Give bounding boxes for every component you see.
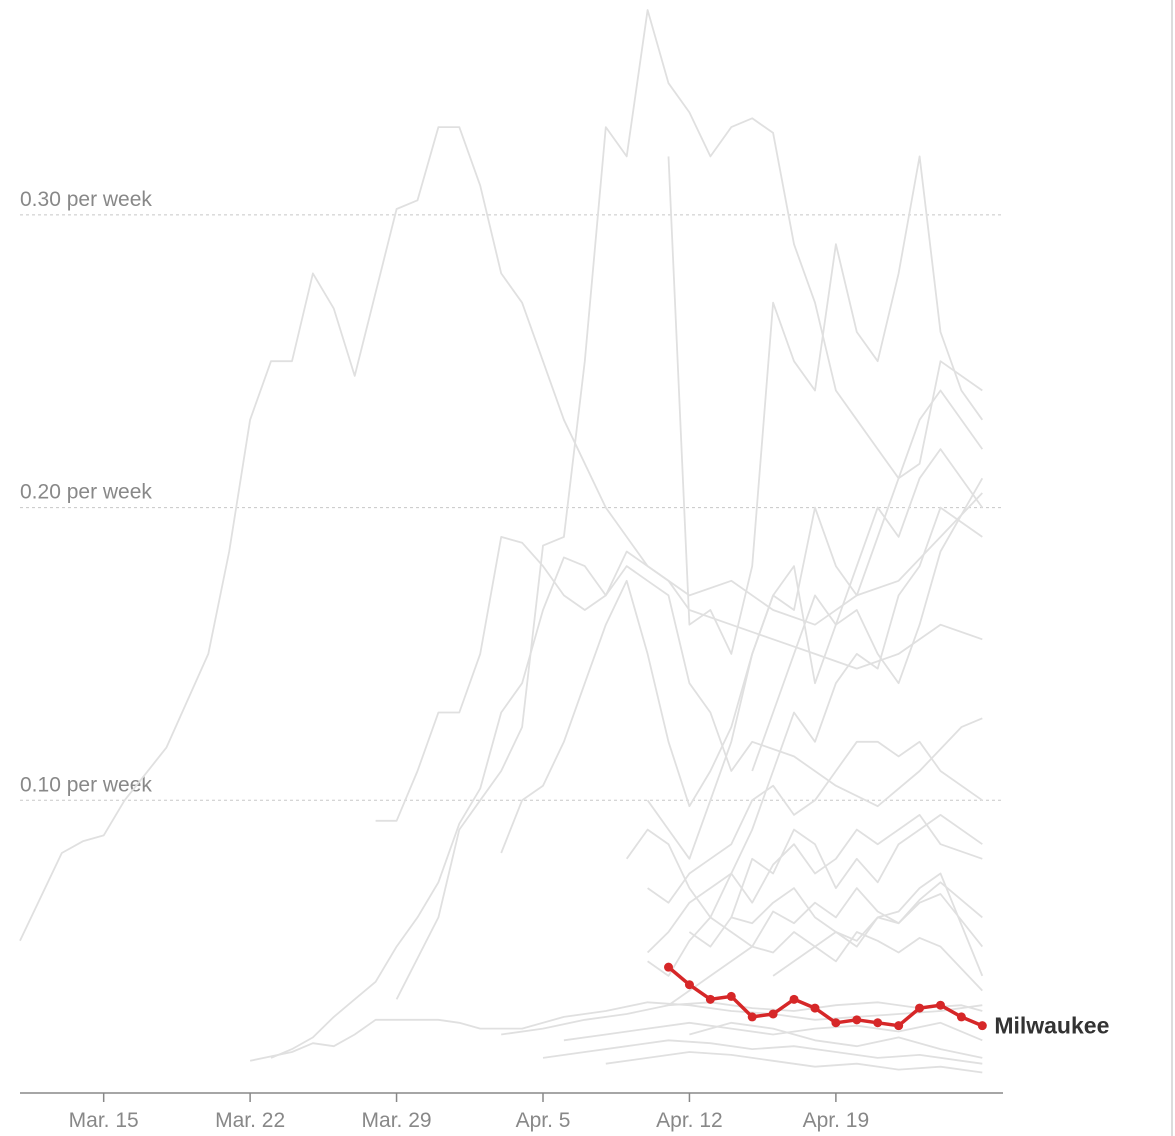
- y-tick-labels: 0.10 per week 0.20 per week 0.30 per week: [20, 188, 152, 796]
- milwaukee-point: [977, 1021, 987, 1031]
- milwaukee-point: [831, 1018, 841, 1028]
- x-tick-label: Mar. 15: [69, 1109, 139, 1132]
- milwaukee-point: [705, 994, 715, 1004]
- background-series-lines: [19, 9, 984, 1074]
- series-line-18: [730, 814, 983, 918]
- series-line-20: [751, 477, 984, 772]
- x-tick-label: Mar. 22: [215, 1109, 285, 1132]
- series-line-3: [270, 550, 983, 1059]
- y-tick-label: 0.10 per week: [20, 773, 152, 796]
- series-line-21: [772, 893, 984, 977]
- series-line-19: [667, 931, 983, 1006]
- series-line-0: [19, 126, 983, 942]
- series-line-16: [605, 1051, 983, 1074]
- milwaukee-point: [789, 994, 799, 1004]
- series-line-2: [249, 1001, 983, 1062]
- milwaukee-point: [664, 962, 674, 972]
- series-line-1: [395, 9, 983, 1000]
- milwaukee-series: Milwaukee: [664, 962, 1109, 1039]
- gridlines: [20, 214, 1003, 801]
- milwaukee-point: [852, 1015, 862, 1025]
- milwaukee-label: Milwaukee: [994, 1013, 1109, 1039]
- series-line-7: [625, 506, 983, 919]
- x-tick-label: Apr. 12: [656, 1109, 723, 1132]
- series-line-11: [647, 881, 983, 977]
- milwaukee-point: [915, 1003, 925, 1013]
- x-tick-label: Mar. 29: [362, 1109, 432, 1132]
- series-line-9: [647, 740, 983, 904]
- milwaukee-point: [726, 991, 736, 1001]
- series-line-13: [563, 1021, 983, 1042]
- y-tick-label: 0.20 per week: [20, 481, 152, 504]
- milwaukee-point: [747, 1012, 757, 1022]
- milwaukee-point: [768, 1009, 778, 1019]
- milwaukee-point: [684, 980, 694, 990]
- milwaukee-point: [873, 1018, 883, 1028]
- series-line-14: [542, 1039, 983, 1065]
- milwaukee-point: [935, 1000, 945, 1010]
- x-tick-label: Apr. 19: [803, 1109, 870, 1132]
- series-line-8: [667, 155, 984, 655]
- series-line-4: [375, 536, 983, 822]
- series-line-12: [688, 872, 984, 977]
- y-tick-label: 0.30 per week: [20, 188, 152, 211]
- series-line-17: [689, 1021, 983, 1059]
- milwaukee-point: [894, 1021, 904, 1031]
- x-tick-labels: Mar. 15 Mar. 22 Mar. 29 Apr. 5 Apr. 12 Apr. 1…: [69, 1109, 870, 1132]
- milwaukee-point: [810, 1003, 820, 1013]
- milwaukee-point: [956, 1012, 966, 1022]
- series-line-10: [646, 814, 983, 954]
- x-axis: [20, 1092, 1003, 1102]
- milwaukee-line: [667, 965, 983, 1028]
- x-tick-label: Apr. 5: [516, 1109, 571, 1132]
